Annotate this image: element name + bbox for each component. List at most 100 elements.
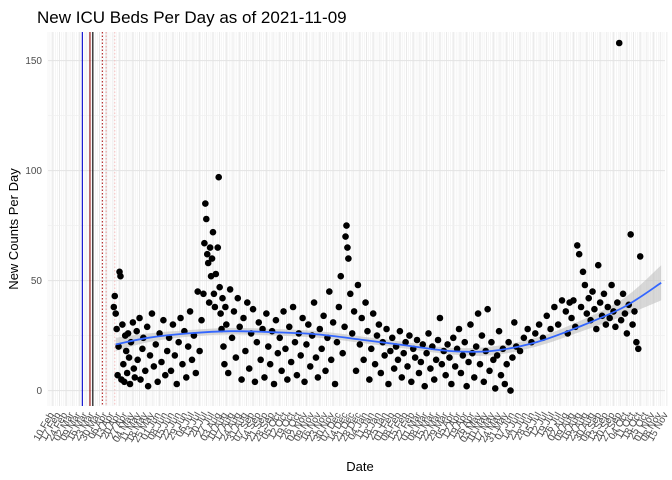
- data-point: [383, 325, 390, 333]
- chart-title: New ICU Beds Per Day as of 2021-11-09: [37, 8, 347, 27]
- data-point: [387, 347, 394, 355]
- data-point: [608, 281, 615, 289]
- data-point: [188, 356, 196, 364]
- data-point: [236, 323, 243, 331]
- data-point: [554, 321, 562, 328]
- data-point: [196, 347, 203, 355]
- data-point: [272, 316, 280, 324]
- data-point: [438, 360, 446, 368]
- data-points: [110, 39, 644, 394]
- data-point: [287, 358, 295, 366]
- data-point: [385, 380, 392, 388]
- data-point: [594, 261, 602, 269]
- data-point: [320, 312, 327, 320]
- data-point: [596, 299, 604, 306]
- data-point: [167, 367, 175, 375]
- data-point: [381, 352, 388, 359]
- data-point: [314, 374, 322, 381]
- data-point: [337, 272, 345, 280]
- data-point: [179, 360, 186, 368]
- y-tick-label: 50: [31, 276, 43, 287]
- data-point: [455, 325, 463, 333]
- data-point: [524, 325, 531, 333]
- data-point: [245, 365, 253, 372]
- data-point: [604, 303, 612, 311]
- data-point: [634, 345, 642, 353]
- data-point: [476, 360, 484, 368]
- data-point: [278, 367, 285, 375]
- data-point: [417, 358, 425, 366]
- data-point: [263, 310, 270, 317]
- data-point: [371, 360, 379, 368]
- data-point: [430, 376, 438, 383]
- data-point: [238, 376, 245, 383]
- data-point: [223, 321, 230, 328]
- data-point: [411, 354, 419, 361]
- data-point: [501, 380, 509, 388]
- data-point: [631, 308, 638, 315]
- data-point: [301, 378, 308, 386]
- y-tick-labels: 0 50 100 150: [25, 56, 42, 397]
- data-point: [342, 233, 349, 240]
- data-point: [266, 360, 274, 368]
- data-point: [463, 382, 470, 390]
- data-point: [573, 242, 581, 249]
- data-point: [497, 371, 505, 379]
- data-point: [436, 314, 444, 322]
- data-point: [335, 303, 343, 311]
- data-point: [575, 250, 583, 258]
- data-point: [444, 341, 451, 348]
- y-tick-label: 0: [36, 386, 42, 397]
- data-point: [257, 356, 264, 364]
- data-point: [360, 356, 367, 364]
- data-point: [532, 330, 539, 337]
- data-point: [150, 363, 158, 370]
- data-point: [240, 314, 247, 322]
- data-point: [348, 330, 356, 337]
- data-point: [280, 308, 287, 315]
- data-point: [581, 281, 589, 289]
- data-point: [600, 290, 608, 298]
- data-point: [408, 378, 415, 386]
- smooth-line: [115, 282, 662, 353]
- data-point: [182, 374, 190, 381]
- data-point: [152, 341, 160, 348]
- data-point: [226, 286, 234, 293]
- data-point: [293, 371, 301, 379]
- data-point: [249, 305, 257, 313]
- data-point: [201, 239, 208, 247]
- data-point: [232, 354, 240, 361]
- data-point: [204, 259, 212, 267]
- data-point: [282, 345, 289, 353]
- data-point: [413, 336, 421, 344]
- data-point: [347, 290, 354, 298]
- data-point: [270, 380, 278, 388]
- data-point: [110, 303, 118, 311]
- data-point: [457, 369, 465, 377]
- data-point: [285, 323, 293, 331]
- data-point: [388, 334, 396, 342]
- data-point: [516, 347, 524, 355]
- data-point: [327, 356, 335, 364]
- data-point: [470, 374, 478, 381]
- trend-line: [115, 282, 662, 353]
- data-point: [160, 316, 167, 324]
- data-point: [112, 310, 120, 317]
- data-point: [209, 228, 217, 236]
- data-point: [474, 310, 482, 317]
- data-point: [469, 349, 476, 357]
- data-point: [230, 308, 238, 315]
- data-point: [284, 376, 291, 383]
- data-point: [344, 244, 351, 251]
- data-point: [633, 338, 640, 346]
- data-point: [520, 334, 528, 342]
- data-point: [289, 303, 297, 311]
- data-point: [177, 314, 184, 322]
- data-point: [211, 303, 219, 311]
- x-axis-title: Date: [346, 459, 373, 474]
- data-point: [253, 338, 261, 346]
- data-point: [606, 314, 613, 322]
- data-point: [511, 319, 518, 326]
